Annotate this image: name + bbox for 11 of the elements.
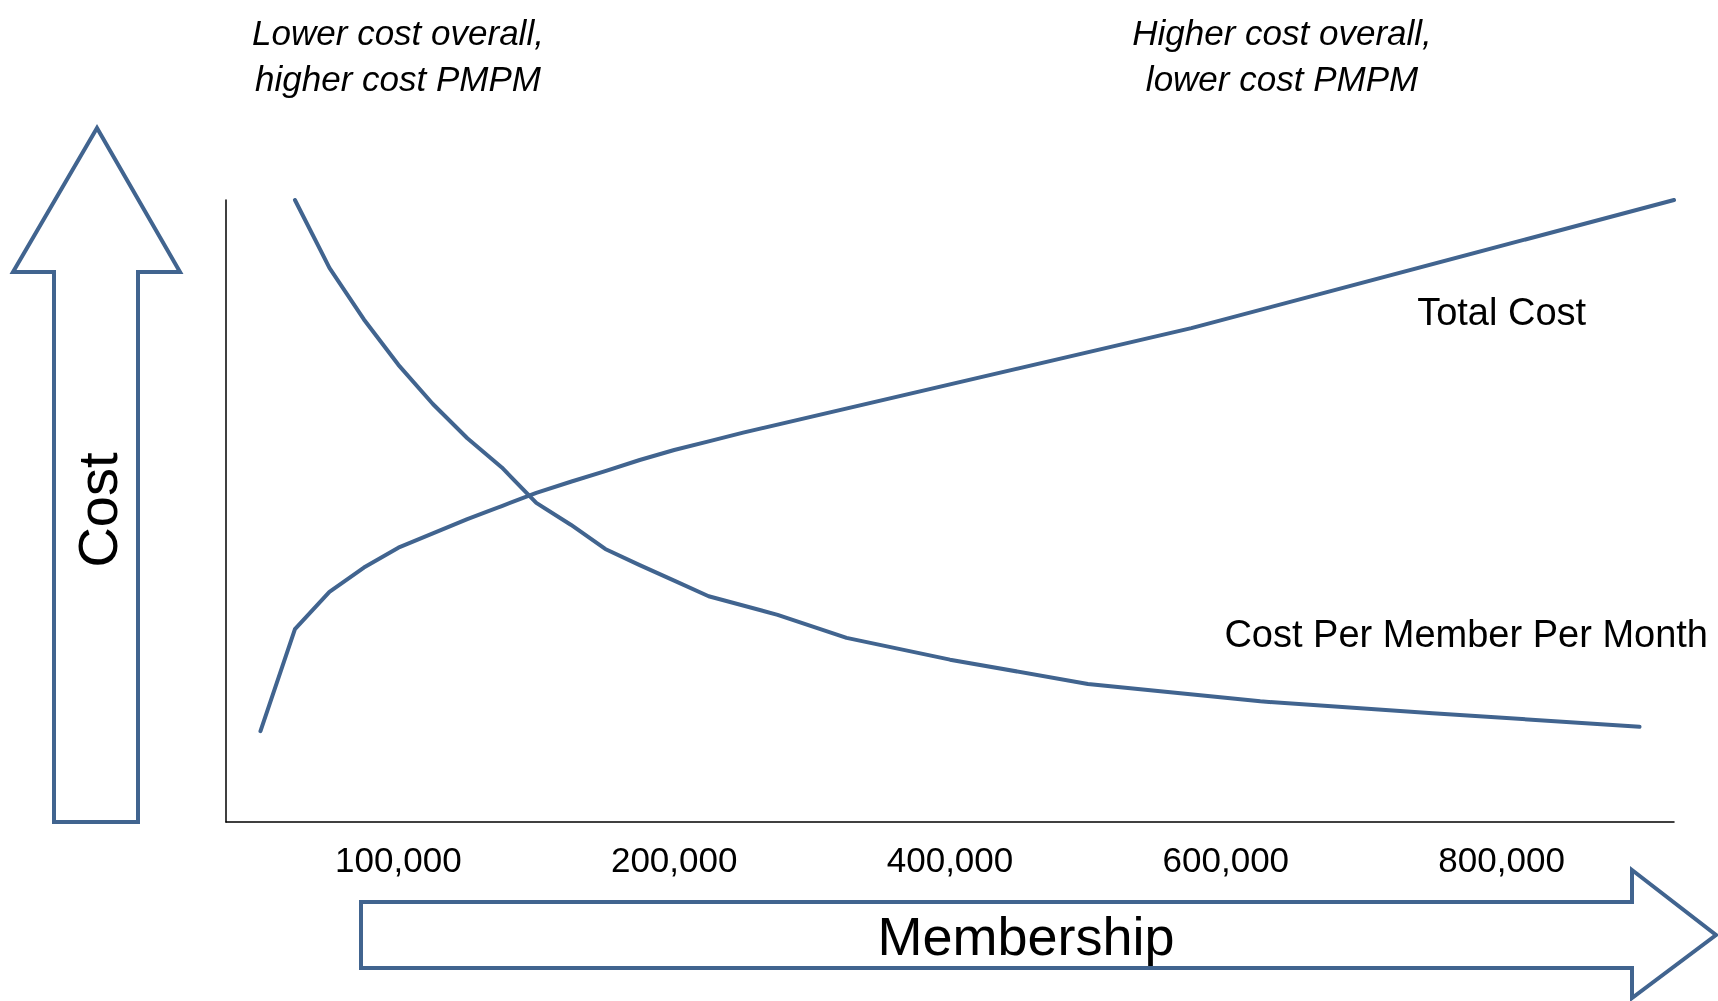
x-axis-title: Membership xyxy=(877,905,1175,967)
x-tick-label: 100,000 xyxy=(335,840,462,879)
x-tick-label: 600,000 xyxy=(1162,840,1290,879)
series-label: Cost Per Member Per Month xyxy=(1224,612,1708,655)
x-tick-label: 400,000 xyxy=(886,840,1014,879)
x-tick-label: 800,000 xyxy=(1438,840,1565,879)
series-label: Total Cost xyxy=(1417,290,1587,333)
x-tick-label: 200,000 xyxy=(610,840,738,879)
y-axis-title: Cost xyxy=(64,452,130,568)
text: Lower cost overall, higher cost PMPM xyxy=(252,12,544,100)
text: Higher cost overall, lower cost PMPM xyxy=(1132,12,1432,100)
